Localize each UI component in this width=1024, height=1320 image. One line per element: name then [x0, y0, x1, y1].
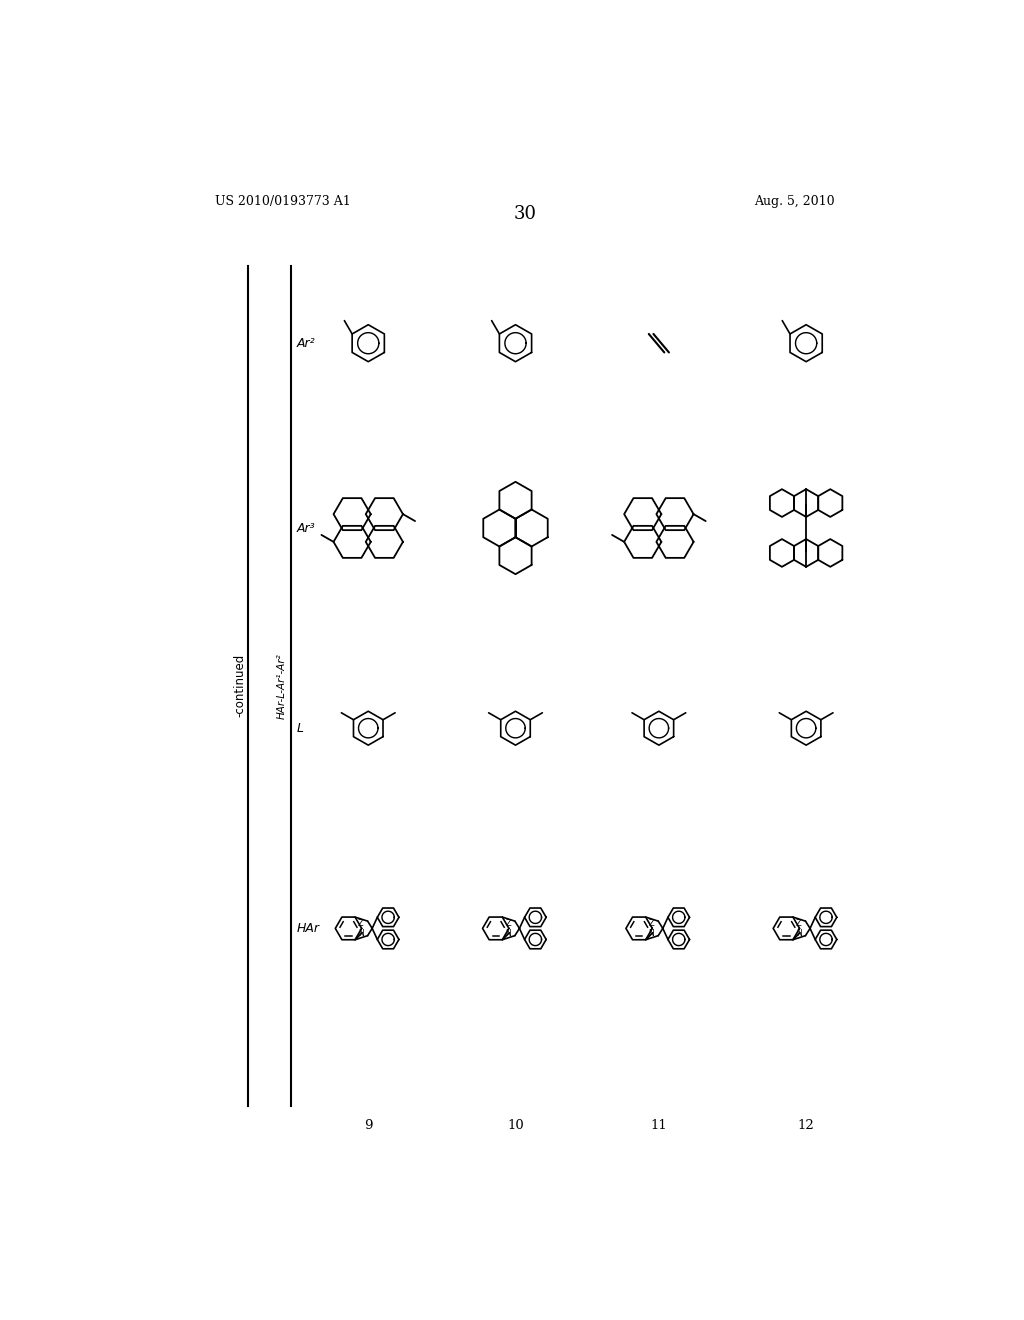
Text: 12: 12	[798, 1119, 814, 1133]
Text: HAr: HAr	[297, 921, 319, 935]
Text: Z: Z	[796, 919, 802, 928]
Text: Z: Z	[648, 919, 654, 928]
Text: Ar²: Ar²	[297, 337, 315, 350]
Text: Z: Z	[358, 919, 364, 928]
Text: -continued: -continued	[233, 655, 247, 718]
Text: US 2010/0193773 A1: US 2010/0193773 A1	[215, 195, 350, 209]
Text: N: N	[796, 929, 802, 939]
Text: 9: 9	[364, 1119, 373, 1133]
Text: N: N	[648, 929, 654, 939]
Text: 11: 11	[650, 1119, 668, 1133]
Text: L: L	[297, 722, 304, 735]
Text: Z: Z	[505, 919, 511, 928]
Text: N: N	[358, 929, 364, 939]
Text: Aug. 5, 2010: Aug. 5, 2010	[754, 195, 835, 209]
Text: 30: 30	[513, 205, 537, 223]
Text: 10: 10	[507, 1119, 524, 1133]
Text: Ar³: Ar³	[297, 521, 315, 535]
Text: HAr-L-Ar¹-Ar²: HAr-L-Ar¹-Ar²	[276, 653, 287, 718]
Text: N: N	[505, 929, 511, 939]
